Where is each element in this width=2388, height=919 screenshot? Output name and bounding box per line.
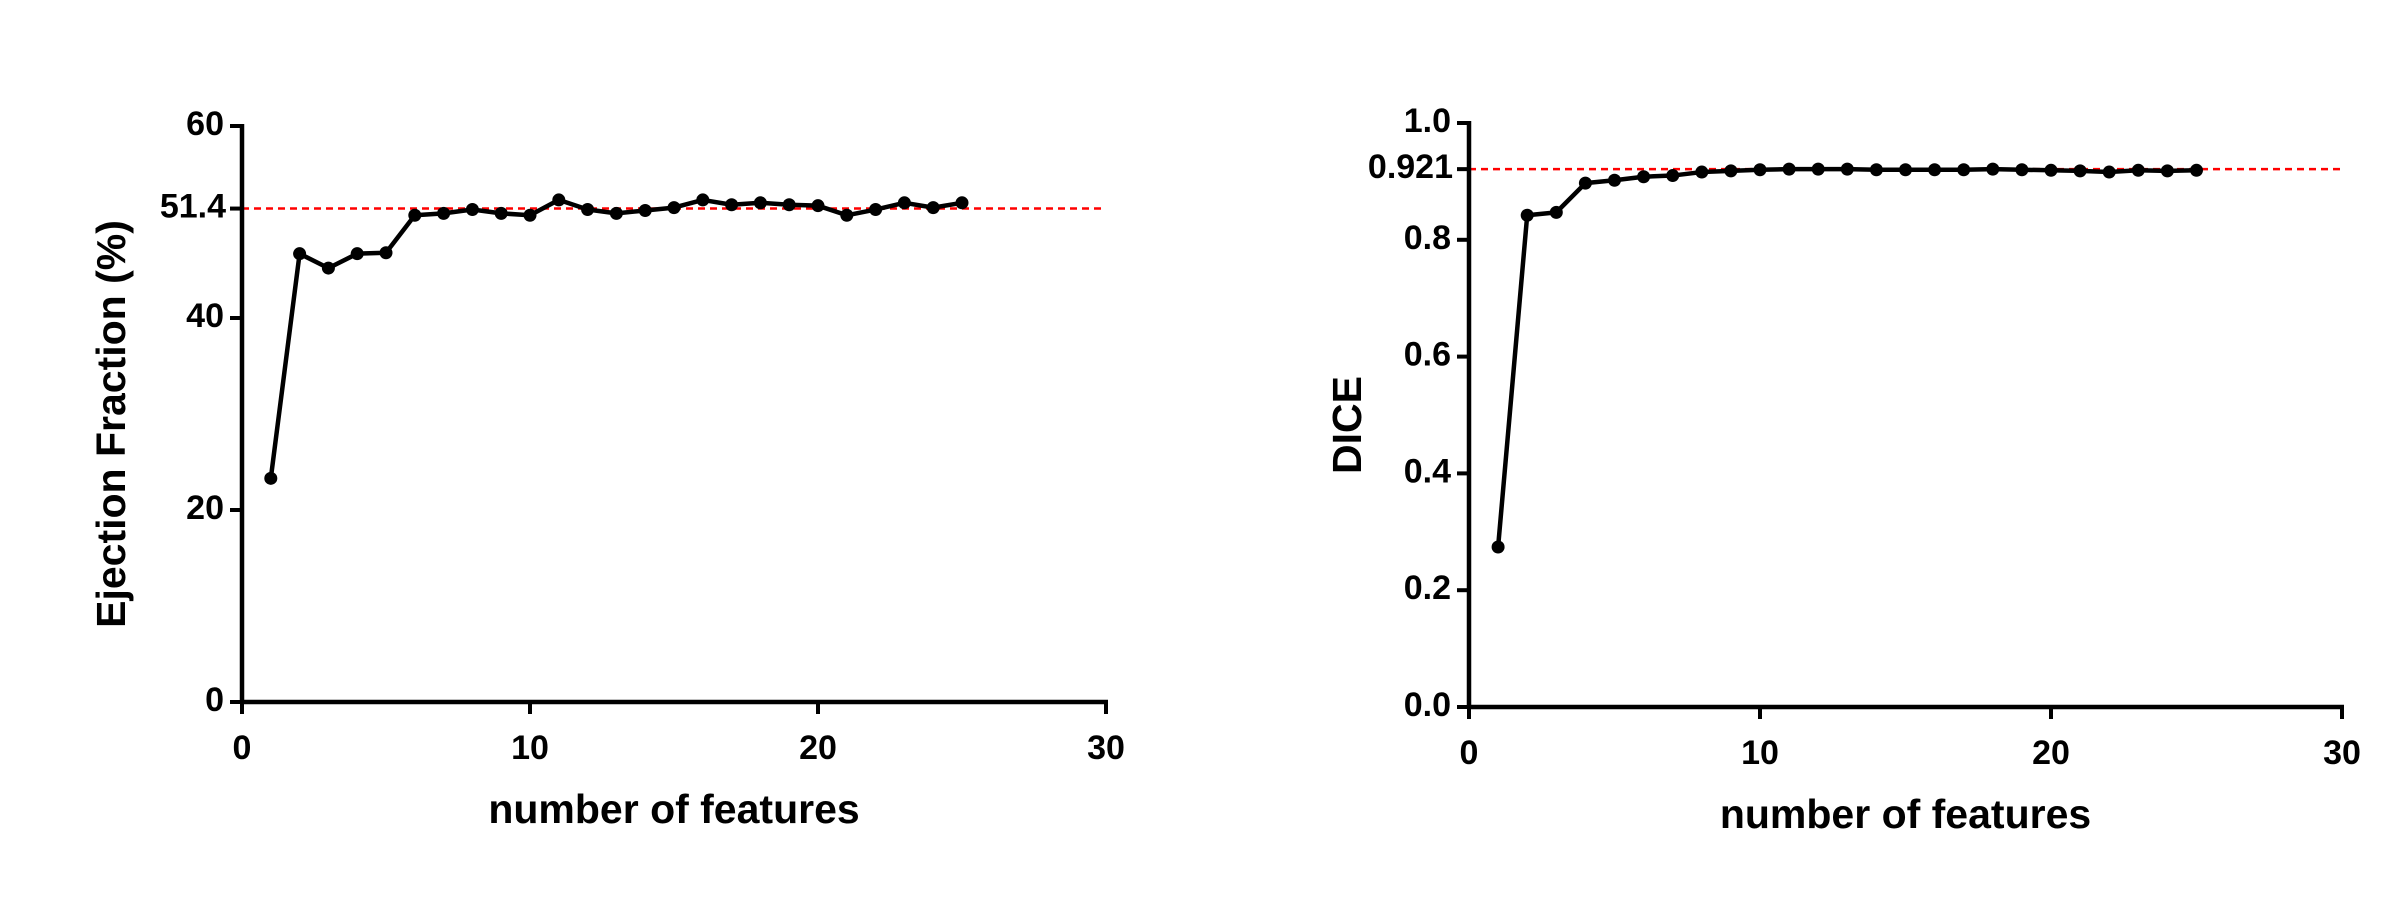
- point: [840, 208, 854, 222]
- point: [2015, 163, 2029, 177]
- x-tick-label: 10: [511, 729, 549, 767]
- x-tick-label: 20: [2032, 734, 2070, 772]
- point: [696, 193, 710, 207]
- point: [782, 198, 796, 212]
- x-tick-label: 10: [1741, 734, 1779, 772]
- point: [609, 206, 623, 220]
- point: [897, 196, 911, 210]
- y-tick-label: 0.2: [1404, 569, 1451, 607]
- point: [1986, 162, 2000, 176]
- y-tick-label: 0.8: [1404, 219, 1451, 257]
- y-tick-label: 0.0: [1404, 686, 1451, 724]
- x-axis-title: number of features: [1720, 791, 2091, 837]
- point: [1840, 162, 1854, 176]
- point: [1928, 163, 1942, 177]
- point: [350, 247, 364, 261]
- point: [1578, 176, 1592, 190]
- point: [379, 246, 393, 260]
- point: [2131, 163, 2145, 177]
- point: [1637, 170, 1651, 184]
- x-tick-label: 30: [2323, 734, 2361, 772]
- reference-label: 51.4: [160, 188, 226, 226]
- point: [2073, 164, 2087, 178]
- point: [1753, 163, 1767, 177]
- point: [955, 196, 969, 210]
- point: [264, 471, 278, 485]
- point: [811, 199, 825, 213]
- point: [753, 196, 767, 210]
- point: [667, 201, 681, 215]
- y-axis-title: DICE: [1324, 376, 1370, 474]
- point: [869, 203, 883, 217]
- x-axis-title: number of features: [488, 786, 859, 832]
- point: [321, 261, 335, 275]
- point: [1549, 205, 1563, 219]
- point: [293, 247, 307, 261]
- point: [523, 208, 537, 222]
- point: [2044, 163, 2058, 177]
- point: [2102, 165, 2116, 179]
- y-tick-label: 60: [186, 105, 224, 143]
- point: [638, 203, 652, 217]
- x-tick-label: 30: [1087, 729, 1125, 767]
- line: [1495, 166, 2197, 548]
- line: [268, 197, 963, 479]
- x-tick-label: 20: [799, 729, 837, 767]
- point: [437, 206, 451, 220]
- point: [1957, 163, 1971, 177]
- point: [1666, 169, 1680, 183]
- point: [2160, 164, 2174, 178]
- point: [1724, 164, 1738, 178]
- point: [552, 193, 566, 207]
- point: [1491, 540, 1505, 554]
- point: [1608, 173, 1621, 187]
- point: [1782, 162, 1796, 176]
- y-tick-label: 1.0: [1404, 102, 1451, 140]
- point: [408, 208, 422, 222]
- y-tick-label: 20: [186, 489, 224, 527]
- reference-label: 0.921: [1368, 148, 1453, 186]
- y-tick-label: 0.6: [1404, 336, 1451, 374]
- point: [926, 201, 940, 215]
- x-tick-label: 0: [1460, 734, 1479, 772]
- point: [1695, 165, 1709, 179]
- y-tick-label: 40: [186, 297, 224, 335]
- y-tick-label: 0.4: [1404, 452, 1451, 490]
- point: [2190, 163, 2203, 177]
- point: [1811, 162, 1825, 176]
- point: [1869, 163, 1883, 177]
- point: [1899, 163, 1912, 177]
- point: [581, 203, 595, 217]
- point: [494, 206, 508, 220]
- x-tick-label: 0: [233, 729, 252, 767]
- point: [725, 198, 739, 212]
- point: [465, 203, 479, 217]
- y-tick-label: 0: [205, 681, 224, 719]
- point: [1520, 208, 1534, 222]
- y-axis-title: Ejection Fraction (%): [88, 220, 134, 628]
